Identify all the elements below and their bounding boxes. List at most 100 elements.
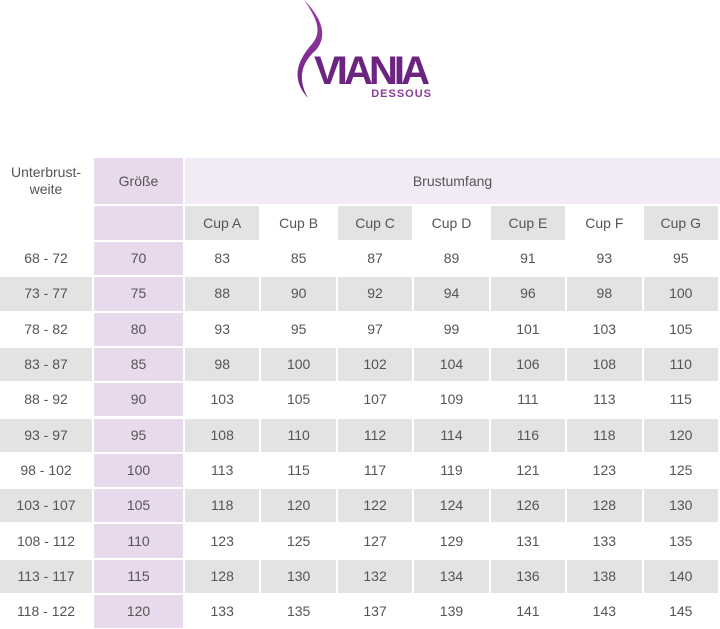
cup-cell: 92 [337, 277, 413, 311]
cup-cell: 117 [337, 453, 413, 488]
cup-cell: 85 [261, 242, 336, 276]
cup-cell: 104 [414, 347, 489, 382]
cup-cell: 105 [643, 312, 718, 346]
cup-cell: 130 [643, 489, 718, 523]
cup-cell: 87 [337, 242, 413, 276]
cup-cell: 114 [414, 418, 489, 452]
unterbrust-cell: 93 - 97 [0, 418, 92, 452]
groesse-cell: 95 [94, 418, 183, 452]
cup-cell: 125 [261, 524, 336, 558]
cup-cell: 113 [567, 383, 642, 417]
unterbrust-cell: 78 - 82 [0, 312, 92, 346]
unterbrust-cell: 113 - 117 [0, 559, 92, 593]
cup-cell: 109 [414, 383, 489, 417]
header-brustumfang: Brustumfang [185, 158, 720, 204]
cup-cell: 93 [185, 312, 260, 346]
cup-cell: 115 [643, 383, 718, 417]
cup-cell: 143 [567, 595, 642, 629]
cup-cell: 94 [414, 277, 489, 311]
cup-cell: 115 [261, 453, 336, 488]
cup-cell: 83 [185, 242, 260, 276]
header-spacer [0, 206, 92, 240]
cup-cell: 100 [643, 277, 718, 311]
cup-cell: 97 [337, 312, 413, 346]
cup-cell: 100 [261, 347, 336, 382]
cup-cell: 129 [414, 524, 489, 558]
cup-cell: 132 [337, 559, 413, 593]
cup-cell: 106 [490, 347, 566, 382]
cup-cell: 95 [261, 312, 336, 346]
cup-header: Cup B [261, 206, 336, 240]
groesse-cell: 75 [94, 277, 183, 311]
cup-cell: 112 [337, 418, 413, 452]
cup-cell: 123 [567, 453, 642, 488]
cup-header: Cup E [490, 206, 566, 240]
unterbrust-cell: 103 - 107 [0, 489, 92, 523]
groesse-cell: 100 [94, 453, 183, 488]
cup-cell: 140 [643, 559, 718, 593]
cup-cell: 137 [337, 595, 413, 629]
cup-cell: 95 [643, 242, 718, 276]
cup-cell: 122 [337, 489, 413, 523]
groesse-cell: 70 [94, 242, 183, 276]
cup-header: Cup C [337, 206, 413, 240]
cup-cell: 125 [643, 453, 718, 488]
cup-cell: 103 [567, 312, 642, 346]
header-groesse: Größe [94, 158, 183, 204]
unterbrust-cell: 68 - 72 [0, 242, 92, 276]
cup-cell: 124 [414, 489, 489, 523]
cup-cell: 118 [185, 489, 260, 523]
cup-cell: 123 [185, 524, 260, 558]
cup-cell: 105 [261, 383, 336, 417]
cup-cell: 135 [643, 524, 718, 558]
groesse-cell: 90 [94, 383, 183, 417]
cup-cell: 139 [414, 595, 489, 629]
cup-cell: 110 [643, 347, 718, 382]
unterbrust-cell: 98 - 102 [0, 453, 92, 488]
cup-cell: 135 [261, 595, 336, 629]
cup-cell: 96 [490, 277, 566, 311]
cup-cell: 91 [490, 242, 566, 276]
cup-cell: 126 [490, 489, 566, 523]
cup-cell: 108 [567, 347, 642, 382]
cup-cell: 113 [185, 453, 260, 488]
cup-cell: 88 [185, 277, 260, 311]
groesse-cell: 115 [94, 559, 183, 593]
cup-cell: 121 [490, 453, 566, 488]
cup-cell: 118 [567, 418, 642, 452]
unterbrust-cell: 83 - 87 [0, 347, 92, 382]
cup-cell: 89 [414, 242, 489, 276]
cup-cell: 131 [490, 524, 566, 558]
header-spacer [94, 206, 183, 240]
cup-cell: 136 [490, 559, 566, 593]
groesse-cell: 105 [94, 489, 183, 523]
cup-cell: 93 [567, 242, 642, 276]
cup-cell: 111 [490, 383, 566, 417]
cup-cell: 127 [337, 524, 413, 558]
logo-swoosh [297, 0, 323, 98]
groesse-cell: 110 [94, 524, 183, 558]
cup-cell: 133 [185, 595, 260, 629]
cup-cell: 141 [490, 595, 566, 629]
logo: VIANIA DESSOUS [297, 0, 432, 100]
unterbrust-cell: 88 - 92 [0, 383, 92, 417]
logo-tagline: DESSOUS [371, 88, 432, 100]
header-unterbrust: Unterbrust- weite [0, 158, 92, 204]
logo-brand: VIANIA [314, 49, 430, 93]
groesse-cell: 85 [94, 347, 183, 382]
cup-cell: 145 [643, 595, 718, 629]
cup-cell: 108 [185, 418, 260, 452]
unterbrust-cell: 108 - 112 [0, 524, 92, 558]
unterbrust-cell: 118 - 122 [0, 595, 92, 629]
cup-header: Cup F [567, 206, 642, 240]
cup-cell: 119 [414, 453, 489, 488]
cup-cell: 103 [185, 383, 260, 417]
cup-cell: 138 [567, 559, 642, 593]
cup-cell: 107 [337, 383, 413, 417]
cup-cell: 99 [414, 312, 489, 346]
cup-cell: 116 [490, 418, 566, 452]
unterbrust-cell: 73 - 77 [0, 277, 92, 311]
cup-cell: 134 [414, 559, 489, 593]
cup-cell: 128 [185, 559, 260, 593]
